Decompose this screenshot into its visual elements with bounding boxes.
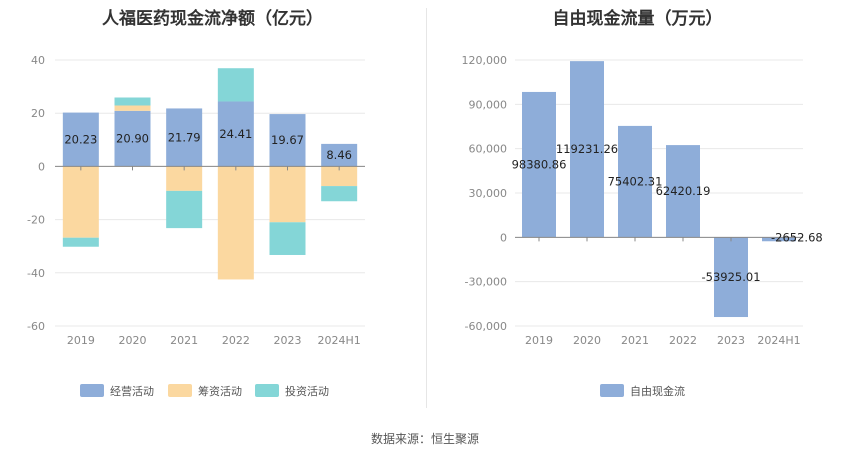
y-tick-label: 20 xyxy=(31,107,45,120)
bar-free-cash-flow xyxy=(618,125,652,238)
y-tick-label: -40 xyxy=(27,267,45,280)
data-label: 21.79 xyxy=(168,130,201,144)
bar-financing xyxy=(166,166,203,191)
x-tick-label: 2022 xyxy=(669,334,697,347)
data-source: 数据来源：恒生聚源 xyxy=(0,430,850,447)
bar-investing xyxy=(217,68,254,102)
legend-label: 筹资活动 xyxy=(198,384,242,398)
y-tick-label: 0 xyxy=(500,231,507,244)
data-label: 8.46 xyxy=(326,148,352,162)
data-label: 119231.26 xyxy=(556,142,618,156)
bar-free-cash-flow xyxy=(666,145,700,238)
x-tick-label: 2021 xyxy=(170,334,198,347)
bar-operating xyxy=(269,114,306,167)
bar-investing xyxy=(269,222,306,255)
data-label: 24.41 xyxy=(219,127,252,141)
x-tick-label: 2020 xyxy=(573,334,601,347)
legend-label: 自由现金流 xyxy=(630,384,685,398)
data-label: 75402.31 xyxy=(608,175,663,189)
x-tick-label: 2019 xyxy=(67,334,95,347)
x-tick-label: 2024H1 xyxy=(318,334,361,347)
y-tick-label: 120,000 xyxy=(462,54,508,67)
cash-flow-net-svg: 40 20 0 -20 -40 -60 2019 2020 2021 2022 2023 2024H1… xyxy=(27,54,365,398)
legend-swatch xyxy=(80,384,104,397)
bar-operating xyxy=(62,112,99,167)
bar-financing xyxy=(217,166,254,280)
bar-free-cash-flow xyxy=(570,61,604,238)
bar-free-cash-flow xyxy=(522,91,556,238)
source-name: 恒生聚源 xyxy=(431,432,480,446)
data-label: -53925.01 xyxy=(701,270,760,284)
bar-financing xyxy=(321,166,358,187)
data-label: -2652.68 xyxy=(771,230,823,244)
bar-free-cash-flow xyxy=(714,237,748,318)
x-tick-label: 2023 xyxy=(274,334,302,347)
free-cash-flow-chart: 自由现金流量（万元） 120,000 90,000 60,000 30,000 0 -30… xyxy=(425,0,850,410)
x-tick-label: 2020 xyxy=(119,334,147,347)
y-tick-label: 40 xyxy=(31,54,45,67)
y-tick-label: -60 xyxy=(27,320,45,333)
bar-investing xyxy=(321,186,358,202)
bar-operating xyxy=(114,110,151,167)
bar-investing xyxy=(114,97,151,106)
cash-flow-net-chart: 人福医药现金流净额（亿元） 40 20 0 -20 -40 -60 2019 2020 2021… xyxy=(0,0,425,410)
y-tick-label: -30,000 xyxy=(465,276,507,289)
free-cash-flow-svg: 120,000 90,000 60,000 30,000 0 -30,000 -60,000… xyxy=(462,54,823,398)
bar-financing xyxy=(269,166,306,223)
y-tick-label: -60,000 xyxy=(465,320,507,333)
data-label: 20.90 xyxy=(116,132,149,146)
legend-swatch xyxy=(168,384,192,397)
x-tick-label: 2021 xyxy=(621,334,649,347)
bar-operating xyxy=(217,101,254,167)
legend-label: 投资活动 xyxy=(285,384,329,398)
x-tick-label: 2024H1 xyxy=(757,334,800,347)
y-tick-label: 90,000 xyxy=(469,98,508,111)
x-tick-label: 2019 xyxy=(525,334,553,347)
bar-operating xyxy=(166,108,203,167)
data-label: 20.23 xyxy=(64,132,97,146)
bar-investing xyxy=(166,190,203,229)
x-tick-label: 2023 xyxy=(717,334,745,347)
y-tick-label: 0 xyxy=(38,160,45,173)
chart-title-left: 人福医药现金流净额（亿元） xyxy=(102,9,323,29)
source-prefix: 数据来源： xyxy=(370,432,431,446)
legend-swatch xyxy=(255,384,279,397)
bar-operating xyxy=(321,143,358,167)
y-tick-label: 30,000 xyxy=(469,187,508,200)
bar-investing xyxy=(62,237,99,247)
chart-title-right: 自由现金流量（万元） xyxy=(552,9,723,29)
panel-divider xyxy=(426,8,427,408)
bar-financing xyxy=(114,105,151,111)
legend-label: 经营活动 xyxy=(110,384,154,398)
legend-swatch xyxy=(600,384,624,397)
bar-financing xyxy=(62,166,99,238)
y-tick-label: 60,000 xyxy=(469,143,508,156)
data-label: 98380.86 xyxy=(512,158,567,172)
data-label: 19.67 xyxy=(271,133,304,147)
x-tick-label: 2022 xyxy=(222,334,250,347)
y-tick-label: -20 xyxy=(27,214,45,227)
data-label: 62420.19 xyxy=(656,184,711,198)
